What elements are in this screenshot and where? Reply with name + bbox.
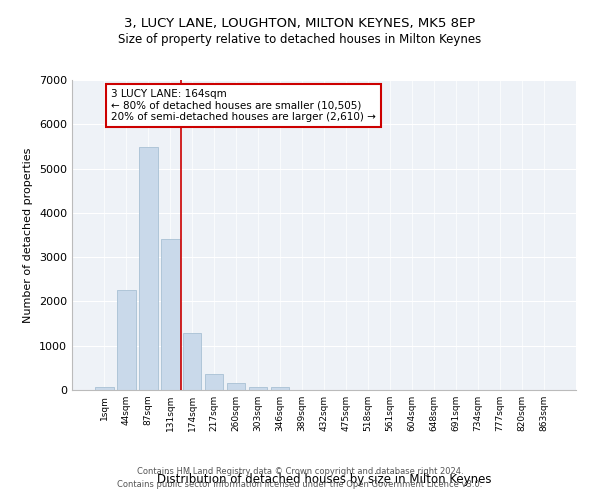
Bar bbox=[161, 238, 179, 390]
Text: Size of property relative to detached houses in Milton Keynes: Size of property relative to detached ho… bbox=[118, 32, 482, 46]
Bar bbox=[205, 374, 223, 390]
X-axis label: Distribution of detached houses by size in Milton Keynes: Distribution of detached houses by size … bbox=[157, 473, 491, 486]
Bar bbox=[183, 332, 202, 390]
Bar bbox=[117, 290, 136, 390]
Text: Contains HM Land Registry data © Crown copyright and database right 2024.: Contains HM Land Registry data © Crown c… bbox=[137, 467, 463, 476]
Bar bbox=[249, 388, 268, 390]
Text: 3, LUCY LANE, LOUGHTON, MILTON KEYNES, MK5 8EP: 3, LUCY LANE, LOUGHTON, MILTON KEYNES, M… bbox=[124, 18, 476, 30]
Bar bbox=[139, 148, 158, 390]
Bar bbox=[95, 386, 113, 390]
Bar bbox=[271, 388, 289, 390]
Text: 3 LUCY LANE: 164sqm
← 80% of detached houses are smaller (10,505)
20% of semi-de: 3 LUCY LANE: 164sqm ← 80% of detached ho… bbox=[111, 89, 376, 122]
Y-axis label: Number of detached properties: Number of detached properties bbox=[23, 148, 34, 322]
Text: Contains public sector information licensed under the Open Government Licence v3: Contains public sector information licen… bbox=[118, 480, 482, 489]
Bar bbox=[227, 383, 245, 390]
